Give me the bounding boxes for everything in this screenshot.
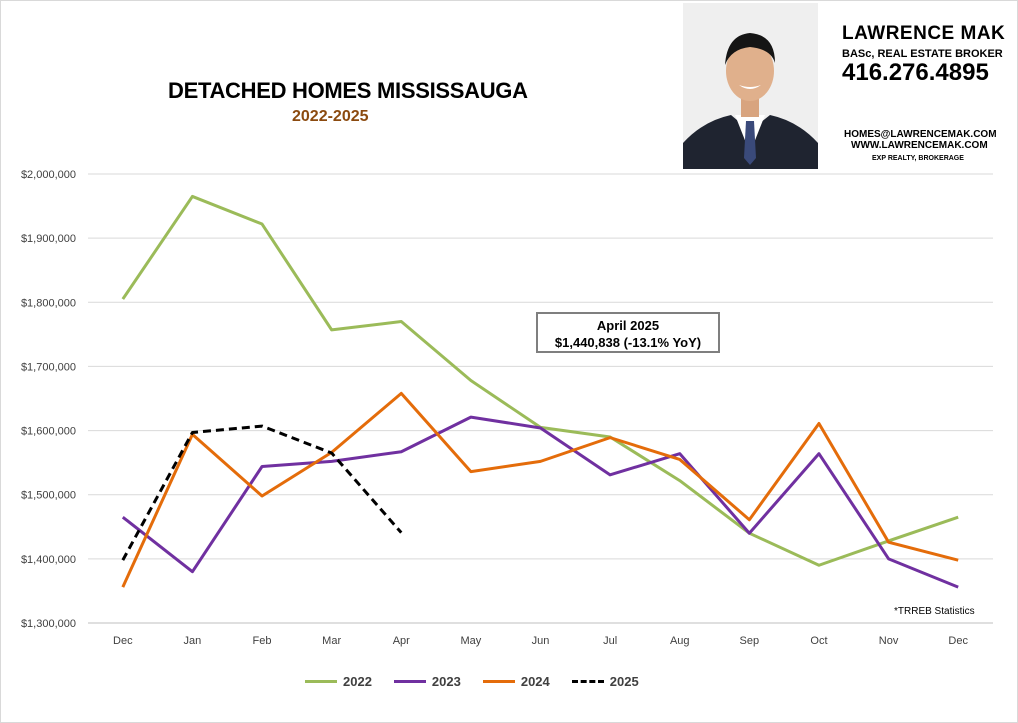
- annotation-line-2: $1,440,838 (-13.1% YoY): [554, 335, 702, 350]
- agent-website: WWW.LAWRENCEMAK.COM: [851, 140, 988, 151]
- annotation-line-1: April 2025: [596, 318, 660, 333]
- x-tick-label: Jan: [184, 635, 202, 647]
- chart-title: DETACHED HOMES MISSISSAUGA: [168, 78, 528, 103]
- x-tick-label: Sep: [740, 635, 760, 647]
- source-note: *TRREB Statistics: [894, 606, 975, 617]
- x-tick-label: Feb: [253, 635, 272, 647]
- y-tick-label: $2,000,000: [21, 169, 76, 181]
- x-tick-label: Jul: [603, 635, 617, 647]
- x-tick-label: Jun: [532, 635, 550, 647]
- y-tick-label: $1,700,000: [21, 361, 76, 373]
- y-tick-label: $1,900,000: [21, 233, 76, 245]
- x-tick-label: Dec: [948, 635, 968, 647]
- legend-label: 2024: [520, 674, 550, 689]
- agent-email: HOMES@LAWRENCEMAK.COM: [844, 129, 997, 140]
- legend-swatch: [571, 680, 604, 683]
- chart-subtitle: 2022-2025: [292, 108, 369, 125]
- chart-legend: 2022 2023 2024 2025: [305, 674, 661, 689]
- y-tick-label: $1,600,000: [21, 426, 76, 438]
- agent-phone: 416.276.4895: [842, 59, 989, 86]
- legend-label: 2022: [343, 674, 372, 689]
- agent-role: BASc, REAL ESTATE BROKER: [842, 48, 1003, 60]
- legend-item-2025: 2025: [571, 674, 639, 689]
- legend-label: 2025: [609, 674, 639, 689]
- x-tick-label: Oct: [810, 635, 827, 647]
- agent-photo: [683, 3, 818, 169]
- agent-brokerage: EXP REALTY, BROKERAGE: [872, 155, 964, 162]
- y-tick-label: $1,800,000: [21, 297, 76, 309]
- series-line-2023: [121, 415, 959, 589]
- y-tick-label: $1,300,000: [21, 618, 76, 630]
- legend-label: 2023: [431, 674, 461, 689]
- legend-item-2022: 2022: [305, 674, 372, 689]
- legend-swatch: [305, 680, 337, 683]
- series-line-2025: [121, 424, 403, 561]
- x-tick-label: Aug: [670, 635, 690, 647]
- legend-item-2024: 2024: [482, 674, 550, 689]
- series-line-2024: [121, 391, 959, 588]
- x-tick-label: Mar: [322, 635, 341, 647]
- legend-swatch: [393, 680, 426, 683]
- legend-item-2023: 2023: [393, 674, 461, 689]
- agent-name: LAWRENCE MAK: [842, 23, 1006, 44]
- y-tick-label: $1,400,000: [21, 554, 76, 566]
- annotation-box: April 2025 $1,440,838 (-13.1% YoY): [536, 312, 720, 353]
- y-tick-label: $1,500,000: [21, 490, 76, 502]
- x-tick-label: Apr: [393, 635, 410, 647]
- x-tick-label: Nov: [879, 635, 899, 647]
- legend-swatch: [482, 680, 515, 683]
- x-tick-label: Dec: [113, 635, 133, 647]
- x-tick-label: May: [460, 635, 481, 647]
- series-line-2022: [121, 194, 959, 567]
